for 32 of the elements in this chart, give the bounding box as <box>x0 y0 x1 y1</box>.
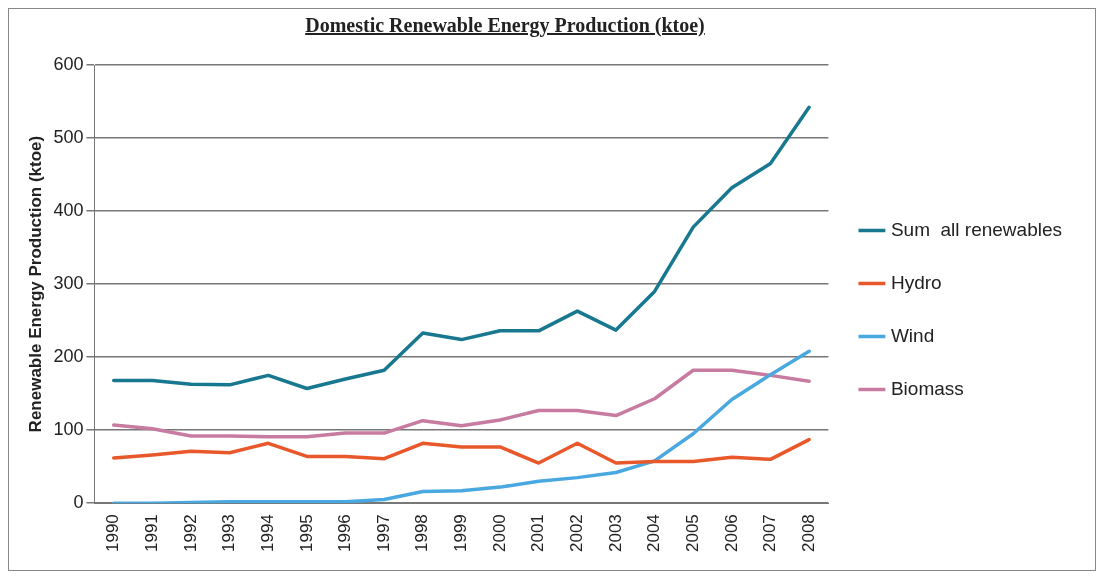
legend-label: Hydro <box>890 271 942 293</box>
y-tick-label: 300 <box>53 273 84 294</box>
y-tick-label: 500 <box>53 127 84 147</box>
x-tick-label: 2002 <box>567 514 586 553</box>
x-tick-label: 1997 <box>373 514 393 553</box>
y-tick-label: 600 <box>53 53 84 74</box>
x-tick-label: 1994 <box>257 514 277 553</box>
x-tick-label: 2003 <box>605 514 625 553</box>
x-tick-label: 1995 <box>296 514 316 553</box>
x-tick-label: 2008 <box>798 514 818 553</box>
y-tick-label: 0 <box>73 492 84 513</box>
legend-label: Biomass <box>890 377 964 399</box>
x-tick-label: 2007 <box>760 514 780 553</box>
y-tick-label: 200 <box>53 346 84 367</box>
chart-title: Domestic Renewable Energy Production (ktoe) <box>304 14 706 37</box>
x-tick-label: 1990 <box>103 514 123 553</box>
x-tick-label: 1996 <box>335 514 355 553</box>
x-tick-label: 2000 <box>489 514 509 553</box>
x-tick-label: 1992 <box>180 514 200 553</box>
x-tick-label: 2001 <box>528 514 548 553</box>
legend-label: Sum all renewables <box>890 218 1063 240</box>
x-tick-label: 2005 <box>682 514 702 553</box>
x-tick-label: 2006 <box>721 514 741 553</box>
y-tick-label: 100 <box>53 419 84 440</box>
legend-label: Wind <box>890 324 935 346</box>
x-tick-label: 1998 <box>412 514 432 553</box>
x-tick-label: 2004 <box>644 514 664 553</box>
y-tick-label: 400 <box>53 200 84 221</box>
y-axis-title: Renewable Energy Production (ktoe) <box>25 135 45 433</box>
x-tick-label: 1991 <box>142 514 162 553</box>
x-tick-label: 1999 <box>451 514 471 553</box>
x-tick-label: 1993 <box>219 514 239 553</box>
